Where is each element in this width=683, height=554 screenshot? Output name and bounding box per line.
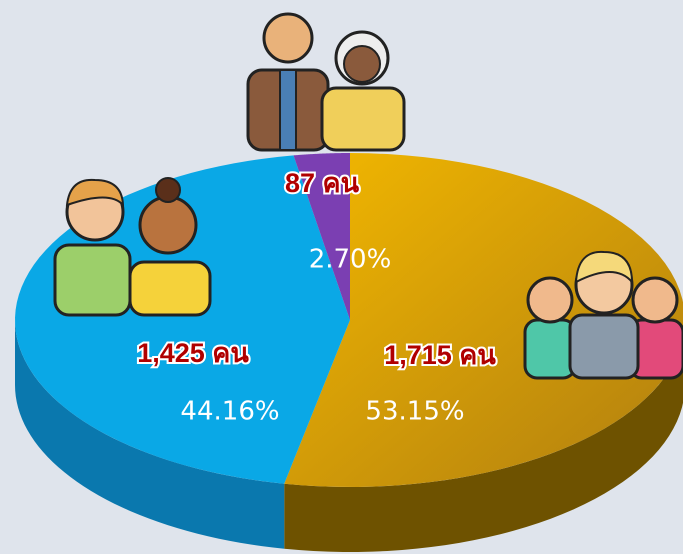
value-label: 1,425 คน — [137, 338, 249, 368]
value-label: 87 คน — [285, 168, 360, 198]
percentage-label: 44.16% — [180, 397, 279, 427]
chart: 1,715 คน 53.15% 1,425 คน 44.16% 87 คน 2.70% — [0, 0, 683, 554]
value-label: 1,715 คน — [384, 340, 496, 370]
percentage-label: 2.70% — [309, 245, 392, 275]
percentage-label: 53.15% — [365, 397, 464, 427]
